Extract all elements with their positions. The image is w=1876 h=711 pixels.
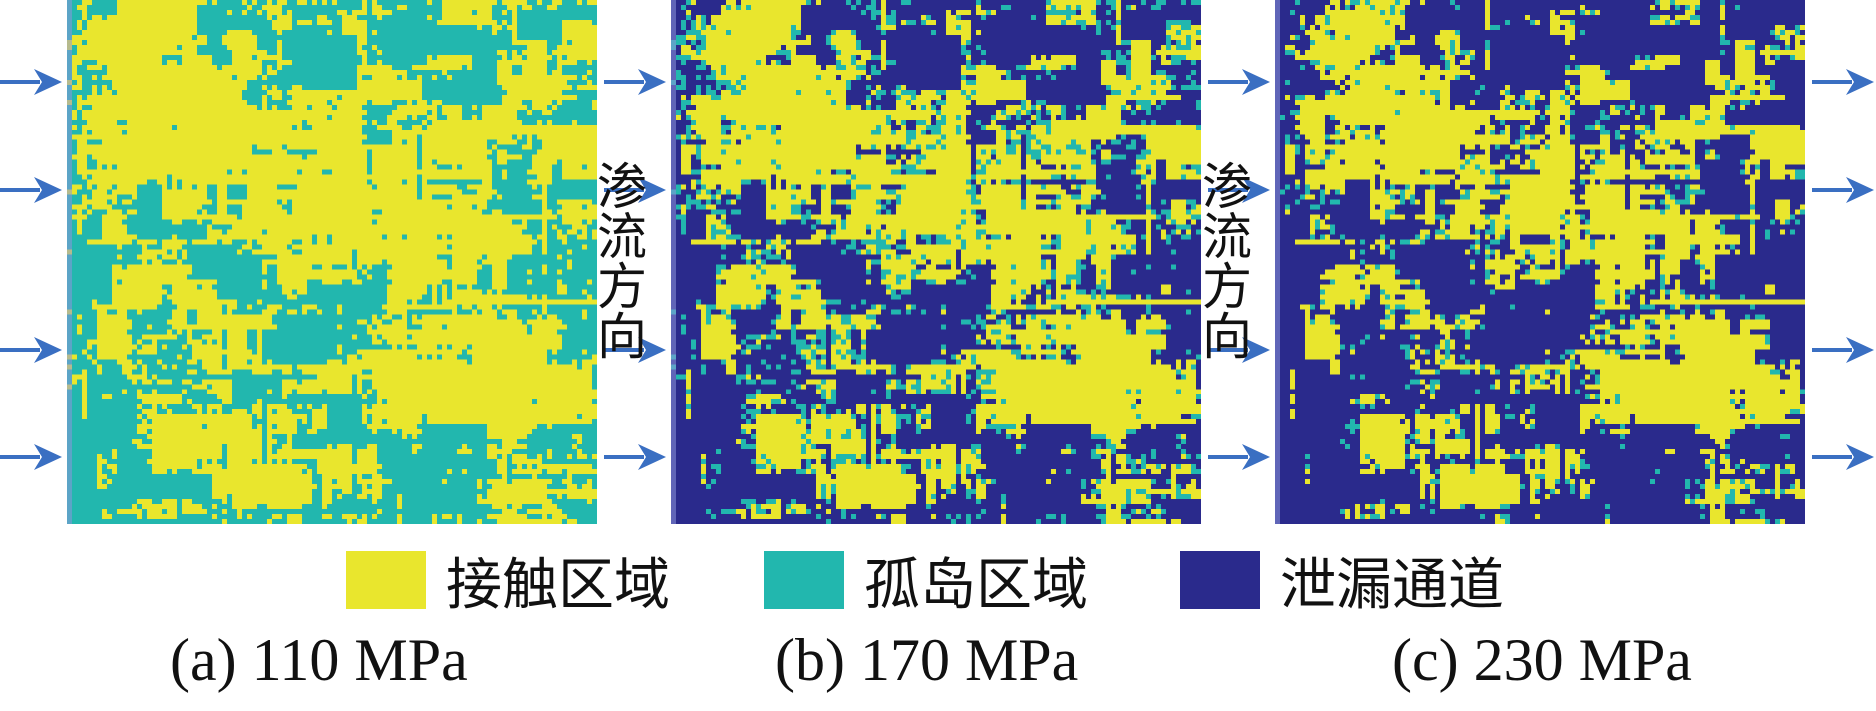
- flow-arrow-icon: [0, 334, 62, 366]
- flow-direction-label-1: 渗流方向: [589, 160, 647, 360]
- legend-swatch-island: [764, 551, 844, 609]
- caption-c: (c) 230 MPa: [1392, 627, 1692, 693]
- flow-arrow-icon: [0, 66, 62, 98]
- flow-arrow-icon: [1208, 334, 1270, 366]
- contact-map-b-canvas: [671, 0, 1201, 524]
- flow-arrow-icon: [1812, 441, 1874, 473]
- legend-swatch-leak: [1180, 551, 1260, 609]
- legend-label-leak: 泄漏通道: [1280, 552, 1504, 618]
- flow-arrow-icon: [604, 441, 666, 473]
- contact-map-c-canvas: [1275, 0, 1805, 524]
- flow-arrow-icon: [604, 66, 666, 98]
- flow-arrow-icon: [604, 174, 666, 206]
- legend-item-leak: 泄漏通道: [1180, 540, 1504, 620]
- flow-arrow-icon: [0, 441, 62, 473]
- flow-arrow-icon: [0, 174, 62, 206]
- flow-arrow-icon: [1208, 66, 1270, 98]
- flow-arrow-icon: [1812, 66, 1874, 98]
- legend-item-contact: 接触区域: [346, 540, 670, 620]
- flow-direction-label-2: 渗流方向: [1194, 160, 1252, 360]
- contact-map-a: [67, 0, 597, 524]
- flow-arrow-icon: [1208, 441, 1270, 473]
- flow-arrow-icon: [1812, 334, 1874, 366]
- contact-map-b: [671, 0, 1201, 524]
- legend-label-island: 孤岛区域: [864, 552, 1088, 618]
- legend-item-island: 孤岛区域: [764, 540, 1088, 620]
- contact-map-c: [1275, 0, 1805, 524]
- flow-arrow-icon: [1812, 174, 1874, 206]
- legend-label-contact: 接触区域: [446, 552, 670, 618]
- caption-b: (b) 170 MPa: [775, 627, 1079, 693]
- flow-arrow-icon: [604, 334, 666, 366]
- legend: 接触区域 孤岛区域 泄漏通道: [0, 540, 1876, 620]
- caption-a: (a) 110 MPa: [170, 627, 468, 693]
- contact-map-a-canvas: [67, 0, 597, 524]
- legend-swatch-contact: [346, 551, 426, 609]
- flow-arrow-icon: [1208, 174, 1270, 206]
